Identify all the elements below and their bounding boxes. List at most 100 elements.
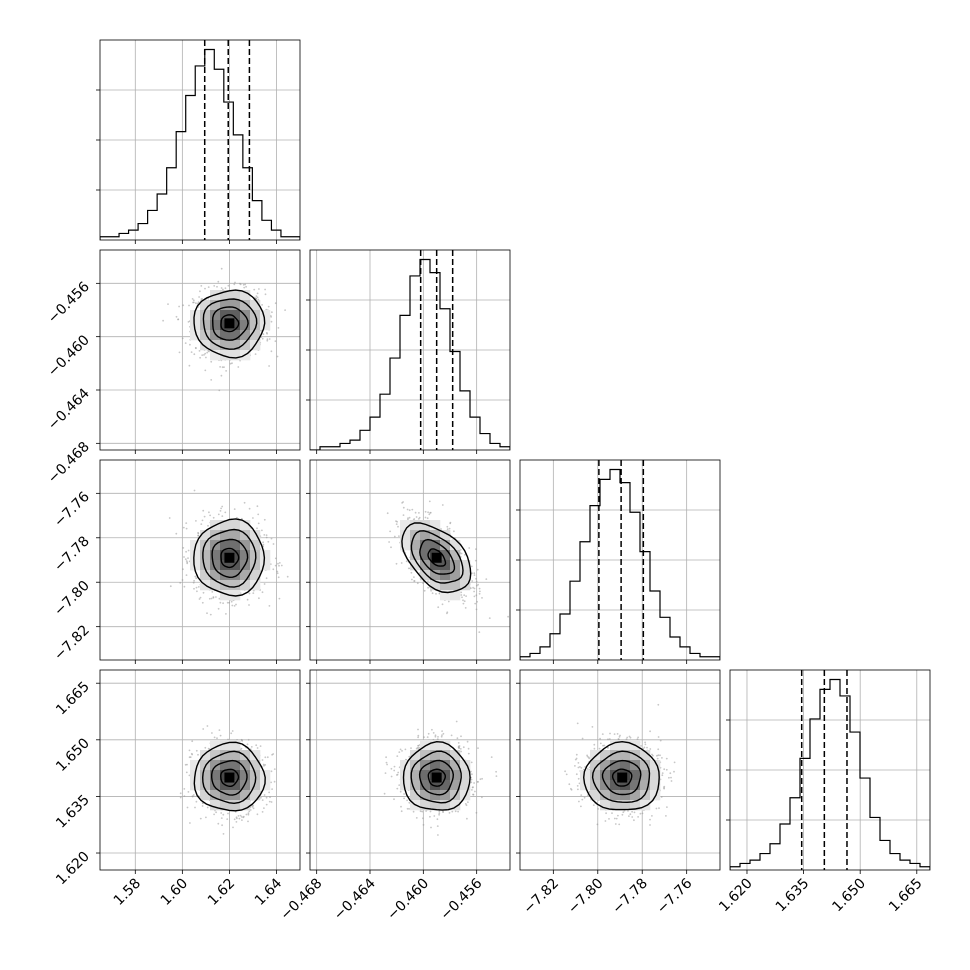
sample-point [256,505,259,508]
density-cell [250,330,261,341]
sample-point [240,517,243,520]
sample-point [247,820,249,823]
density-cell [240,570,251,581]
y-tick-label: 1.665 [53,679,93,719]
sample-point [402,514,405,516]
sample-point [386,512,389,515]
density-cell [240,520,251,531]
sample-point [256,296,259,299]
histogram-frame [519,459,721,661]
histogram-frame [99,39,301,241]
sample-point [272,543,275,545]
sample-point [206,612,208,615]
sample-point [231,362,233,365]
sample-point [267,305,270,308]
sample-point [243,501,246,504]
sample-point [185,574,188,576]
sample-point [200,298,203,300]
sample-point [507,615,509,618]
histogram-step-line [100,48,300,240]
sample-point [252,592,255,594]
sample-point [185,522,188,524]
sample-point [278,597,281,600]
histogram-panel-3 [726,669,931,871]
density-cell [210,760,221,771]
density-cell [420,560,431,571]
sample-point [427,511,429,514]
sample-point [473,595,476,598]
sample-point [463,594,466,597]
sample-point [222,602,225,605]
density-cell [230,340,241,351]
sample-point [193,489,196,492]
sample-point [208,597,211,600]
density-cell [420,540,431,551]
sample-point [197,531,200,534]
sample-point [264,756,267,759]
sample-point [247,812,250,815]
sample-point [473,572,476,575]
sample-point [265,796,268,799]
sample-point [402,506,405,509]
sample-point [437,606,440,609]
sample-point [218,389,221,392]
sample-point [463,554,466,556]
density-cell [460,560,471,571]
sample-point [248,592,251,595]
sample-point [232,826,234,829]
sample-point [241,819,243,821]
sample-point [207,286,210,288]
sample-point [197,753,199,756]
density-cell [240,780,251,791]
sample-point [219,734,222,737]
sample-point [393,535,396,538]
density-cell [230,590,241,601]
sample-point [280,564,283,567]
density-cell [220,530,231,541]
sample-point [402,501,404,503]
sample-point [246,743,249,746]
density-cell [200,770,211,781]
sample-point [195,586,198,589]
sample-point [470,565,473,568]
sample-point [209,613,212,616]
density-cell [230,800,241,811]
sample-point [193,353,196,356]
density-cell [200,570,211,581]
sample-point [213,813,216,816]
sample-point [269,563,272,565]
sample-point [423,589,426,592]
sample-point [397,525,399,528]
density-cell [220,540,231,551]
sample-point [268,338,271,340]
sample-point [270,350,273,353]
density-cell [260,310,271,321]
sample-point [274,564,277,567]
sample-point [186,562,189,565]
sample-point [264,764,267,766]
sample-point [162,319,165,322]
contour-line [211,538,249,579]
density-cell [220,350,231,361]
sample-point [422,582,424,584]
sample-point [199,596,202,599]
density-cell [200,300,211,311]
sample-point [462,602,465,605]
sample-point [190,752,193,755]
sample-point [277,576,280,579]
density-cell [440,570,451,581]
density-cell [220,330,231,341]
sample-point [221,515,224,517]
sample-point [218,597,221,600]
sample-point [419,810,422,813]
sample-point [262,541,264,544]
sample-point [473,590,475,593]
density-cell [440,530,451,541]
sample-point [237,815,240,817]
contour-line [193,518,266,597]
density-cell [210,320,221,331]
sample-point [209,514,212,517]
sample-point [422,824,425,826]
sample-point [212,596,215,598]
sample-point [266,756,269,759]
